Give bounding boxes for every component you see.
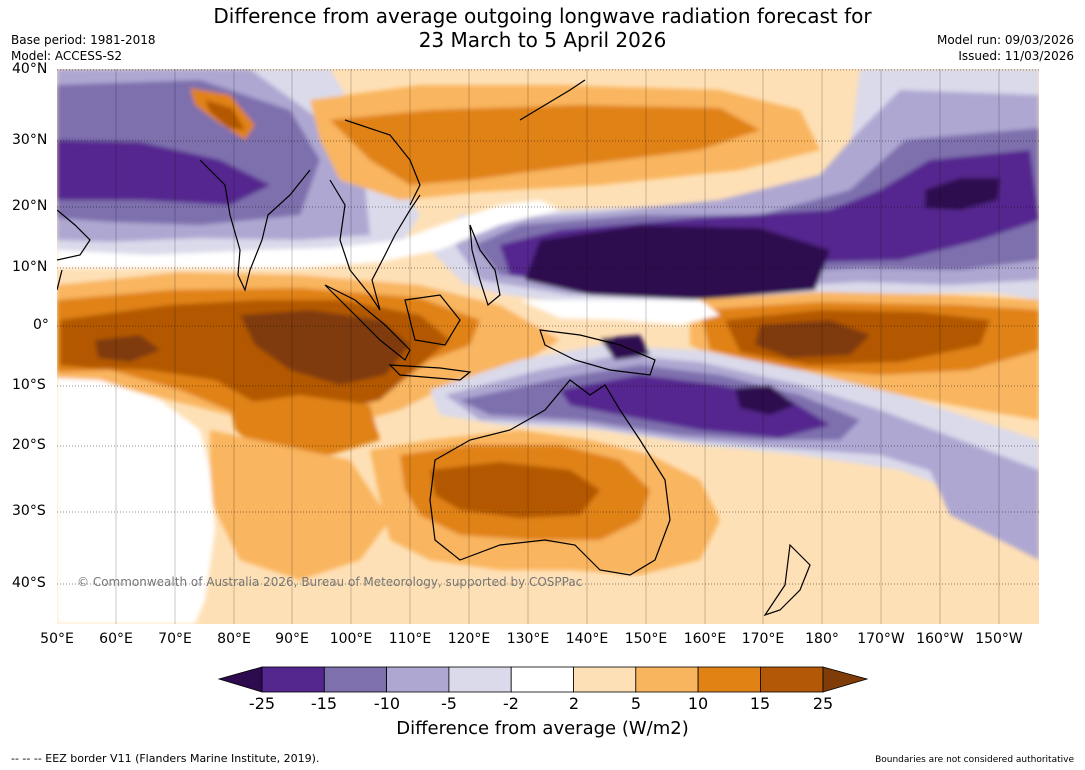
coast-australia	[429, 379, 671, 576]
lon-label-60e: 60°E	[99, 631, 133, 647]
field-white-band-north	[57, 200, 560, 268]
cb-arrow-left	[217, 666, 263, 693]
cb-tick-m15: -15	[310, 694, 338, 713]
coast-china	[344, 119, 421, 206]
lon-label-160e: 160°E	[683, 631, 727, 647]
boundaries-disclaimer: Boundaries are not considered authoritat…	[875, 755, 1074, 765]
lat-label-10n: 10°N	[12, 259, 48, 275]
cb-seg-2-5	[573, 666, 637, 693]
field-eq-darkest-2	[95, 335, 160, 362]
model-name: Model: ACCESS-S2	[11, 49, 123, 63]
cb-seg-m5-m2	[448, 666, 512, 693]
field-indian-dark-orange	[230, 395, 380, 455]
cb-tick-10: 10	[687, 694, 709, 713]
eez-note: -- -- -- EEZ border V11 (Flanders Marine…	[11, 752, 320, 765]
lat-label-10s: 10°S	[12, 377, 46, 393]
coast-sumatra	[324, 284, 411, 361]
lon-label-100e: 100°E	[329, 631, 373, 647]
coast-java	[388, 364, 472, 381]
coast-borneo	[404, 294, 461, 346]
lon-label-140e: 140°E	[565, 631, 609, 647]
model-run: Model run: 09/03/2026	[936, 33, 1074, 47]
cb-seg-m10-m5	[386, 666, 450, 693]
lon-label-150e: 150°E	[624, 631, 668, 647]
lon-label-90e: 90°E	[275, 631, 309, 647]
coastlines	[57, 79, 811, 617]
field-sp-darkest	[735, 385, 795, 415]
cb-tick-m10: -10	[373, 694, 401, 713]
cb-tick-25: 25	[812, 694, 834, 713]
field-ne-darkest-2	[925, 178, 1000, 210]
field-south-orange	[210, 430, 390, 580]
lon-label-170e: 170°E	[741, 631, 785, 647]
lon-label-180: 180°	[805, 631, 839, 647]
cb-seg-m15-m10	[323, 666, 387, 693]
lon-label-80e: 80°E	[217, 631, 251, 647]
field-sp-deep-purple	[560, 375, 830, 438]
cb-seg-m25-m15	[261, 666, 325, 693]
field-himalaya-brown	[205, 100, 245, 130]
field-ne-darkest	[525, 225, 830, 300]
cb-tick-5: 5	[630, 694, 642, 713]
coast-nz	[763, 543, 811, 617]
field-se-purple	[930, 465, 1039, 560]
lat-label-0: 0°	[33, 317, 49, 333]
coast-japan	[519, 79, 586, 121]
meta-left: Base period: 1981-2018 Model: ACCESS-S2	[11, 32, 156, 64]
lat-label-40n: 40°N	[12, 61, 48, 77]
copyright-text: © Commonwealth of Australia 2026, Bureau…	[77, 575, 582, 589]
base-period: Base period: 1981-2018	[11, 33, 156, 47]
lat-label-40s: 40°S	[12, 575, 46, 591]
lon-label-110e: 110°E	[388, 631, 432, 647]
field-eq-darkest	[240, 310, 410, 385]
cb-seg-m2-2	[510, 666, 574, 693]
lat-label-30n: 30°N	[12, 132, 48, 148]
coast-india	[199, 159, 311, 292]
title-line-1: Difference from average outgoing longwav…	[213, 4, 872, 28]
colorbar	[217, 666, 869, 693]
cb-seg-15-25	[760, 666, 824, 693]
field-white-band-eq	[520, 300, 720, 325]
lon-label-70e: 70°E	[158, 631, 192, 647]
lat-label-20n: 20°N	[12, 198, 48, 214]
cb-tick-15: 15	[749, 694, 771, 713]
lon-label-150w: 150°W	[975, 631, 1023, 647]
cb-arrow-right	[822, 666, 869, 693]
lon-label-170w: 170°W	[857, 631, 905, 647]
issued-date: Issued: 11/03/2026	[958, 49, 1074, 63]
lon-label-120e: 120°E	[447, 631, 491, 647]
cb-seg-10-15	[697, 666, 761, 693]
field-south-light	[210, 560, 1039, 624]
cb-tick-m25: -25	[248, 694, 276, 713]
field-north-dark-orange	[330, 105, 760, 185]
colorbar-label: Difference from average (W/m2)	[396, 718, 689, 739]
lon-label-130e: 130°E	[506, 631, 550, 647]
graticule-meridians	[115, 69, 1000, 624]
anomaly-field	[57, 69, 1039, 624]
field-nw-deep-purple	[57, 140, 270, 205]
meta-right: Model run: 09/03/2026 Issued: 11/03/2026	[937, 32, 1074, 64]
field-white-band-sw	[57, 378, 215, 624]
coast-philippines	[469, 224, 501, 307]
cb-tick-2: 2	[568, 694, 580, 713]
lat-label-30s: 30°S	[12, 503, 46, 519]
field-aus-brown	[430, 462, 600, 518]
field-cp-darkest	[755, 320, 870, 358]
lon-label-50e: 50°E	[40, 631, 74, 647]
lat-label-20s: 20°S	[12, 437, 46, 453]
coast-new-guinea	[539, 329, 656, 376]
coast-africa	[57, 269, 63, 291]
coast-arabia	[57, 209, 91, 261]
lon-label-160w: 160°W	[916, 631, 964, 647]
cb-tick-m2: -2	[503, 694, 519, 713]
coast-indochina	[329, 179, 421, 311]
cb-tick-m5: -5	[441, 694, 457, 713]
cb-seg-5-10	[635, 666, 699, 693]
chart-title: Difference from average outgoing longwav…	[0, 4, 1085, 52]
title-line-2: 23 March to 5 April 2026	[418, 28, 667, 52]
